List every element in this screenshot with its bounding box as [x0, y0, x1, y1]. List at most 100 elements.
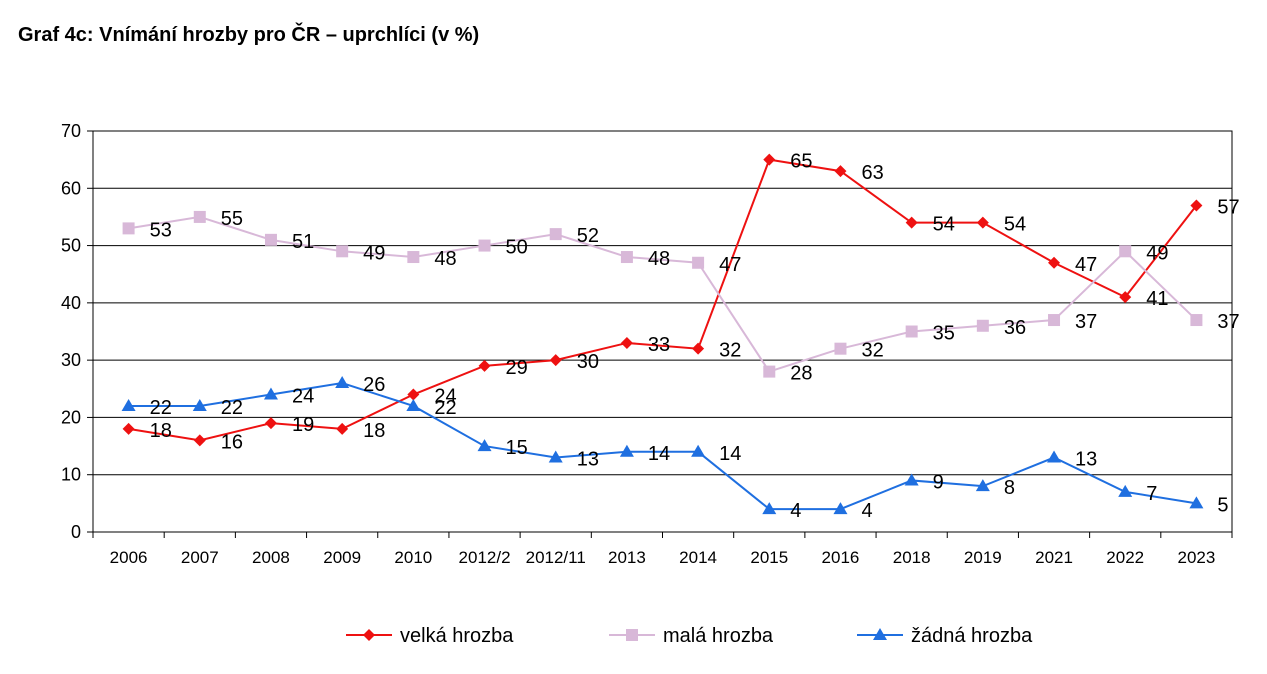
- data-label: 24: [292, 386, 314, 408]
- x-tick-label: 2010: [394, 548, 432, 567]
- y-tick-label: 30: [61, 350, 81, 370]
- data-point: [406, 398, 421, 411]
- data-label: 37: [1217, 311, 1239, 333]
- data-point: [763, 365, 776, 378]
- data-point: [834, 342, 847, 355]
- data-label: 15: [506, 437, 528, 459]
- legend-item: velká hrozba: [346, 625, 514, 647]
- data-label: 52: [577, 225, 599, 247]
- data-point: [549, 228, 562, 241]
- data-label: 9: [933, 471, 944, 493]
- series-line: [128, 158, 1198, 442]
- legend-item: malá hrozba: [609, 625, 774, 647]
- x-tick-label: 2007: [181, 548, 219, 567]
- x-tick-label: 2008: [252, 548, 290, 567]
- data-point: [263, 387, 278, 400]
- data-label: 53: [150, 219, 172, 241]
- data-point: [1119, 245, 1132, 258]
- data-point: [407, 251, 420, 264]
- data-point: [905, 325, 918, 338]
- data-point: [122, 422, 135, 435]
- x-tick-label: 2022: [1106, 548, 1144, 567]
- data-point: [193, 434, 206, 447]
- data-label: 29: [506, 357, 528, 379]
- data-point: [692, 256, 705, 269]
- data-point: [1118, 484, 1133, 497]
- x-tick-label: 2009: [323, 548, 361, 567]
- data-point: [1047, 450, 1062, 463]
- data-label: 22: [434, 397, 456, 419]
- data-point: [264, 233, 277, 246]
- x-tick-label: 2021: [1035, 548, 1073, 567]
- y-tick-label: 40: [61, 293, 81, 313]
- data-label: 49: [363, 242, 385, 264]
- legend-item: žádná hrozba: [857, 625, 1033, 647]
- data-label: 54: [1004, 214, 1026, 236]
- y-tick-label: 0: [71, 522, 81, 542]
- data-point: [691, 444, 706, 457]
- series-line: [128, 382, 1197, 511]
- data-label: 54: [933, 214, 955, 236]
- data-label: 63: [861, 162, 883, 184]
- legend-marker: [626, 629, 638, 641]
- data-label: 22: [150, 397, 172, 419]
- data-label: 57: [1217, 196, 1239, 218]
- series-malá-hrozba: 53 55 51 49 48 50 52 48 47 28 32 35 36 37 49 37: [122, 208, 1240, 385]
- data-point: [335, 376, 350, 389]
- data-label: 32: [719, 340, 741, 362]
- data-point: [762, 502, 777, 515]
- data-label: 28: [790, 363, 812, 385]
- data-point: [478, 239, 491, 252]
- data-label: 18: [363, 420, 385, 442]
- data-point: [477, 439, 492, 452]
- data-point: [193, 210, 206, 223]
- data-point: [904, 473, 919, 486]
- data-label: 19: [292, 414, 314, 436]
- data-point: [121, 398, 136, 411]
- y-tick-label: 10: [61, 465, 81, 485]
- data-label: 14: [648, 443, 670, 465]
- x-tick-label: 2012/11: [526, 548, 586, 567]
- chart-title: Graf 4c: Vnímání hrozby pro ČR – uprchlí…: [18, 24, 480, 46]
- data-label: 26: [363, 374, 385, 396]
- legend-marker: [873, 628, 887, 640]
- data-point: [1190, 314, 1203, 327]
- data-point: [192, 398, 207, 411]
- data-point: [1189, 496, 1204, 509]
- data-point: [549, 354, 562, 367]
- data-label: 48: [434, 248, 456, 270]
- data-label: 49: [1146, 242, 1168, 264]
- data-label: 48: [648, 248, 670, 270]
- data-label: 47: [1075, 254, 1097, 276]
- data-label: 13: [577, 449, 599, 471]
- data-point: [407, 388, 420, 401]
- y-tick-label: 50: [61, 236, 81, 256]
- data-point: [692, 342, 705, 355]
- data-label: 33: [648, 334, 670, 356]
- data-label: 47: [719, 254, 741, 276]
- series-velká-hrozba: 18 16 19 18 24 29 30 33 32 65 63 54 54 47 41 57: [122, 151, 1240, 453]
- legend: velká hrozba malá hrozba žádná hrozba: [346, 625, 1033, 647]
- x-tick-label: 2023: [1177, 548, 1215, 567]
- data-point: [478, 359, 491, 372]
- data-label: 36: [1004, 317, 1026, 339]
- plot-area: [92, 130, 1233, 533]
- data-point: [834, 165, 847, 178]
- data-label: 22: [221, 397, 243, 419]
- series-line: [128, 215, 1198, 373]
- data-label: 32: [861, 340, 883, 362]
- data-label: 51: [292, 231, 314, 253]
- data-label: 13: [1075, 449, 1097, 471]
- data-point: [905, 216, 918, 229]
- legend-label: žádná hrozba: [911, 625, 1033, 647]
- data-label: 4: [861, 500, 872, 522]
- data-label: 50: [506, 237, 528, 259]
- data-label: 55: [221, 208, 243, 230]
- data-point: [336, 422, 349, 435]
- data-label: 8: [1004, 477, 1015, 499]
- y-tick-label: 60: [61, 178, 81, 198]
- data-point: [976, 319, 989, 332]
- y-tick-label: 70: [61, 121, 81, 141]
